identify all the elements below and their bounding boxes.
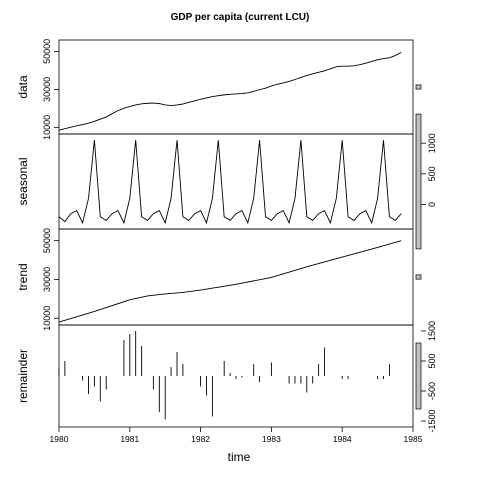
- scale-bar-remainder: [415, 342, 422, 410]
- y-tick-label-data: 30000: [42, 77, 52, 102]
- x-tick-label: 1982: [191, 434, 210, 444]
- panel-label-trend: trend: [16, 263, 30, 290]
- y-tick-label-trend: 30000: [42, 267, 52, 292]
- x-tick-label: 1983: [262, 434, 281, 444]
- y-tick-label-remainder: -1500: [427, 409, 437, 432]
- x-tick-label: 1984: [333, 434, 352, 444]
- y-tick-label-data: 50000: [42, 39, 52, 64]
- series-line-trend: [58, 240, 402, 323]
- scale-bar-data: [415, 84, 422, 90]
- series-line-data: [58, 51, 402, 131]
- panel-remainder: -1500 -500 500 1500 remainder: [16, 321, 437, 433]
- x-axis-label: time: [228, 450, 251, 464]
- panel-frame-trend: [58, 228, 414, 326]
- x-tick-label: 1980: [50, 434, 69, 444]
- y-tick-label-data: 10000: [42, 115, 52, 140]
- y-tick-label-seasonal: 1000: [427, 133, 437, 153]
- panel-frame-seasonal: [58, 133, 414, 230]
- panel-trend: 10000 30000 50000 trend: [16, 228, 422, 331]
- panel-data: 10000 30000 50000 data: [16, 39, 422, 140]
- x-tick-label: 1981: [120, 434, 139, 444]
- scale-bar-trend: [415, 274, 422, 280]
- panel-frame-data: [58, 39, 414, 135]
- y-tick-label-remainder: -500: [427, 382, 437, 400]
- x-tick-label: 1985: [404, 434, 423, 444]
- panel-seasonal: 0 500 1000 seasonal: [16, 113, 437, 250]
- scale-bar-seasonal: [415, 113, 422, 250]
- y-tick-label-trend: 10000: [42, 306, 52, 331]
- y-tick-label-seasonal: 500: [427, 166, 437, 181]
- panel-label-data: data: [16, 75, 30, 99]
- y-tick-label-seasonal: 0: [427, 202, 437, 207]
- panels-group: 10000 30000 50000 data 0 500 1000 seasonal 10000…: [16, 39, 437, 433]
- y-tick-label-remainder: 1500: [427, 321, 437, 341]
- y-tick-label-remainder: 500: [427, 353, 437, 368]
- series-line-seasonal: [58, 140, 402, 225]
- x-axis: 1980 1981 1982 1983 1984 1985: [50, 427, 423, 444]
- y-tick-label-trend: 50000: [42, 228, 52, 253]
- chart-title: GDP per capita (current LCU): [171, 12, 310, 23]
- panel-label-remainder: remainder: [16, 349, 30, 403]
- panel-label-seasonal: seasonal: [16, 157, 30, 205]
